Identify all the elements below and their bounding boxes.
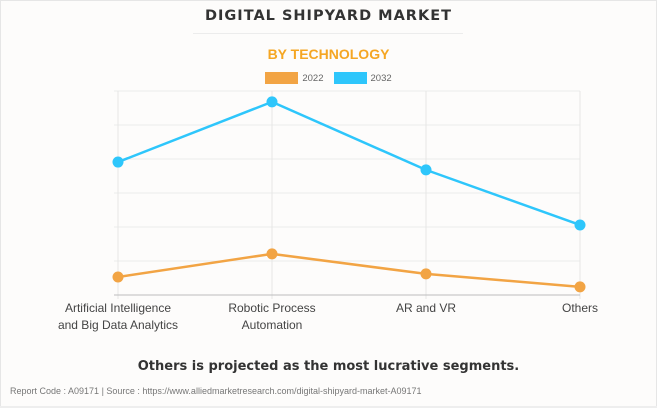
data-point-2032 [574, 219, 586, 231]
data-point-2022 [574, 281, 586, 293]
chart-title: DIGITAL SHIPYARD MARKET [204, 8, 453, 24]
insight-caption: Others is projected as the most lucrativ… [137, 359, 520, 374]
x-tick-label: Others [562, 301, 598, 315]
data-point-2032 [112, 156, 124, 168]
legend-label-2032: 2032 [370, 72, 392, 84]
chart-subtitle: BY TECHNOLOGY [267, 46, 390, 62]
legend-item-2032[interactable]: 2032 [333, 72, 392, 84]
legend-label-2022: 2022 [302, 72, 324, 84]
title-divider [193, 33, 463, 34]
x-tick-label: AR and VR [396, 301, 456, 315]
legend: 2022 2032 [0, 72, 657, 84]
x-tick-label: Robotic Process Automation [228, 301, 315, 332]
series-line-2022 [117, 252, 581, 289]
data-point-2032 [266, 96, 278, 108]
data-point-2022 [420, 268, 432, 280]
series-line-2032 [117, 100, 581, 227]
legend-swatch-2032 [333, 72, 367, 84]
data-point-2022 [112, 271, 124, 283]
footer-divider [0, 406, 657, 408]
legend-swatch-2022 [265, 72, 299, 84]
data-point-2022 [266, 248, 278, 260]
x-tick-label: Artificial Intelligence and Big Data Anal… [58, 301, 178, 332]
legend-item-2022[interactable]: 2022 [265, 72, 324, 84]
data-point-2032 [420, 164, 432, 176]
source-footer: Report Code : A09171 | Source : https://… [10, 386, 422, 396]
